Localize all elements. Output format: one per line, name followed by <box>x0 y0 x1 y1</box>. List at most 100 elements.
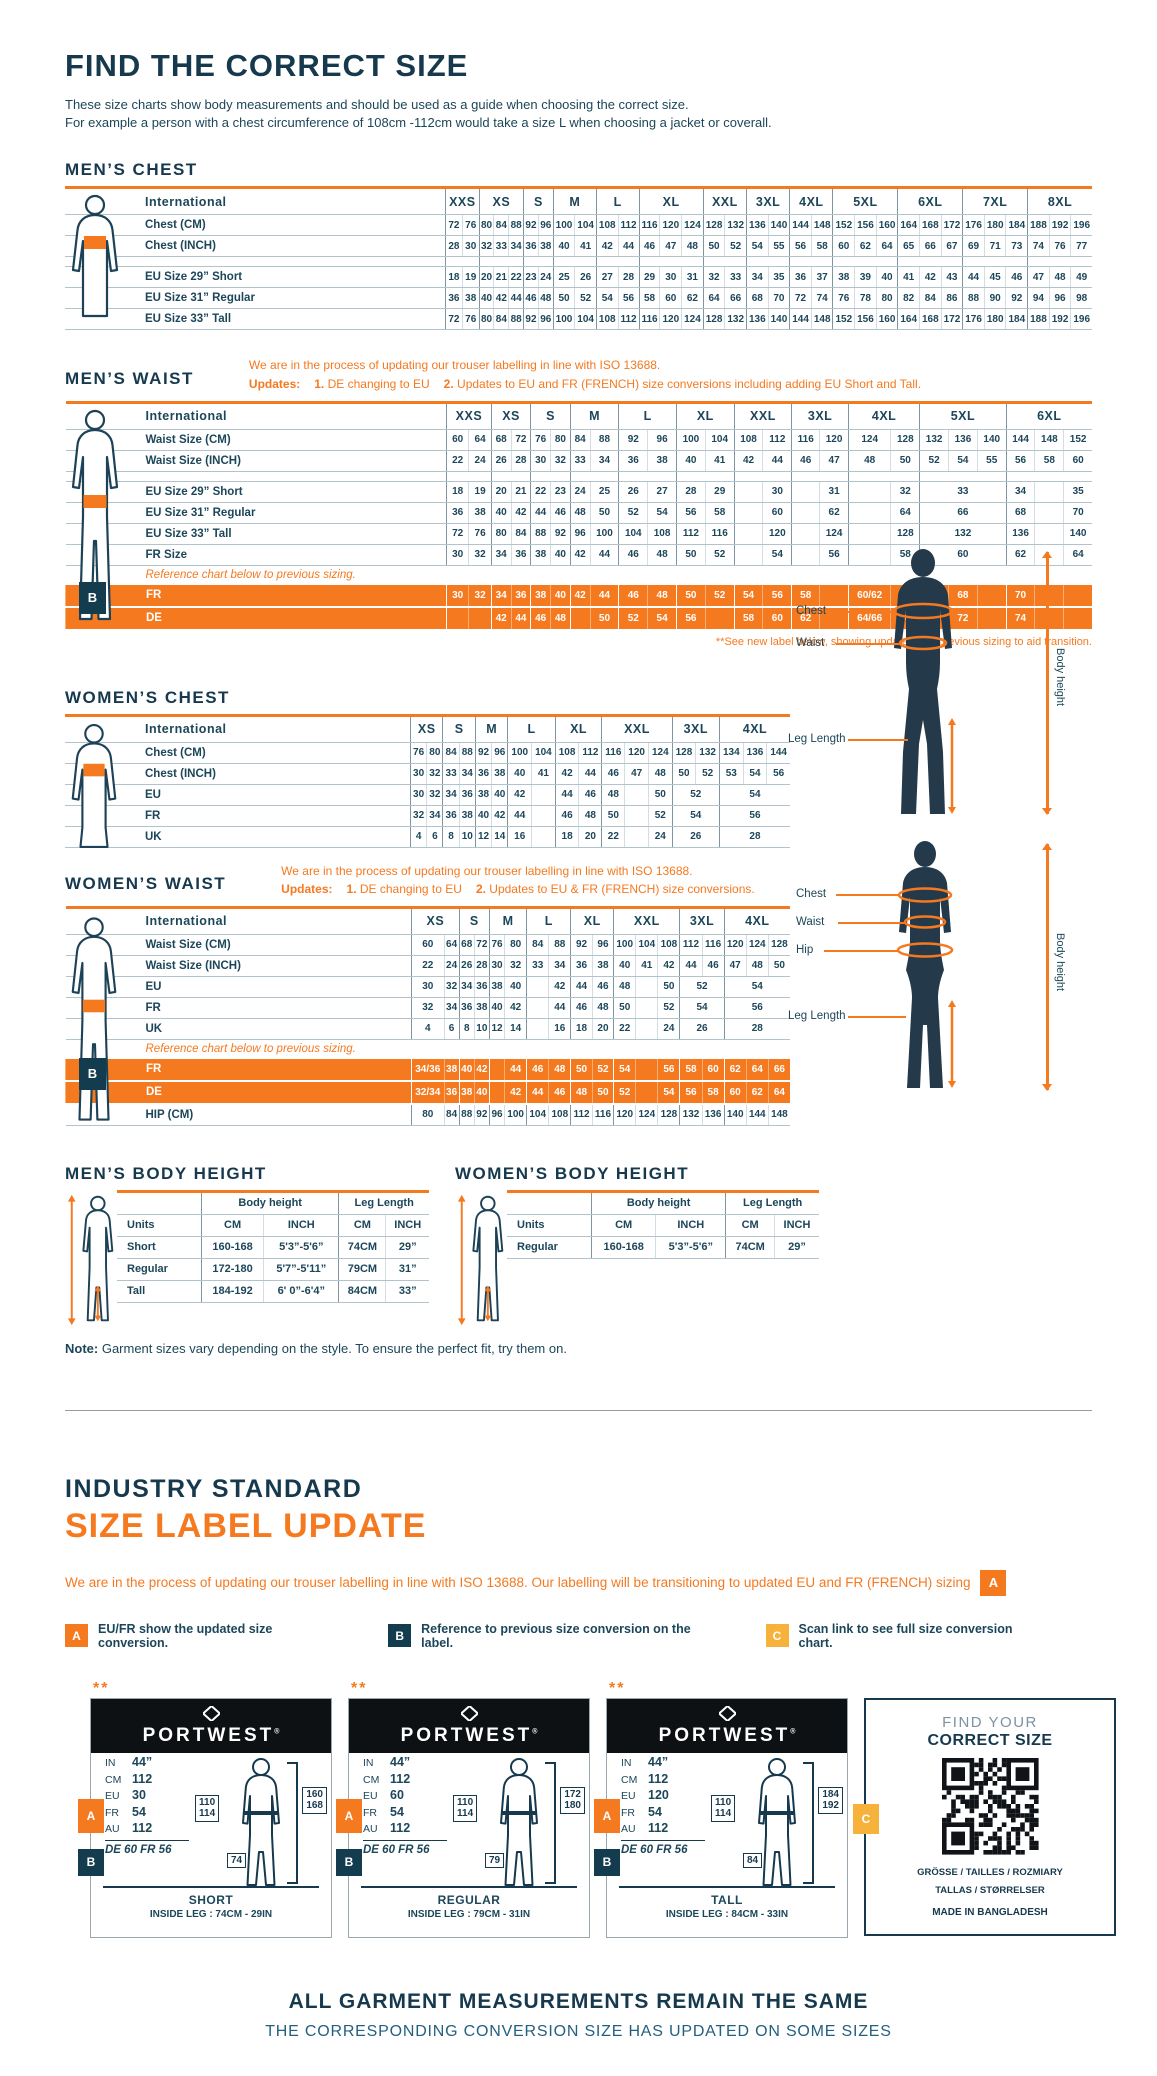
size-value-cell: 188 <box>1027 214 1050 237</box>
size-value-cell: 54 <box>657 1080 680 1105</box>
size-value-cell: 136 <box>701 1103 725 1126</box>
size-value-cell: 38 <box>591 955 614 977</box>
size-value-cell: 54 <box>948 450 978 472</box>
size-value-cell: 40 <box>552 235 575 258</box>
size-value-cell: 60 <box>701 1058 725 1082</box>
size-group-header: 3XL <box>671 715 720 743</box>
size-value-cell: 36 <box>442 805 460 827</box>
size-value-cell: 41 <box>635 955 658 977</box>
size-value-cell: 76 <box>468 523 492 545</box>
size-value: 112 <box>132 1771 153 1786</box>
size-value-cell: 46 <box>548 1080 571 1105</box>
spacer-cell <box>65 471 447 482</box>
size-value-cell: 56 <box>617 287 640 310</box>
size-system-label: EU <box>105 1790 120 1803</box>
size-value-cell: 72 <box>445 214 463 237</box>
size-value-cell: 160 <box>875 214 898 237</box>
size-value-cell: 32 <box>504 955 527 977</box>
size-value-cell: 46 <box>791 450 820 472</box>
size-value-cell <box>526 997 549 1019</box>
fit-label: Short <box>117 1236 202 1259</box>
spacer-cell <box>702 256 747 268</box>
size-value: 54 <box>648 1804 662 1819</box>
unit-header: INCH <box>773 1214 819 1237</box>
size-line: FR 54 <box>363 1805 589 1819</box>
size-value-cell: 22 <box>530 481 551 503</box>
size-row: FR 32 34 36 38 40 42 44 46 48 50 52 54 56 <box>65 997 790 1019</box>
womens-waist-update-note: We are in the process of updating our tr… <box>281 862 755 900</box>
size-value-cell: 82 <box>897 287 920 310</box>
size-value-cell: 34 <box>426 805 443 827</box>
note-text: Garment sizes vary depending on the styl… <box>98 1340 567 1356</box>
size-value-cell: 44 <box>530 502 551 524</box>
size-group-header: XL <box>570 907 614 935</box>
size-value-cell <box>635 1018 658 1040</box>
height-measure-box: 160 168 <box>302 1787 327 1814</box>
size-group-header: L <box>595 187 640 216</box>
waist-measure-box: 110 114 <box>195 1795 220 1822</box>
size-value-cell: 44 <box>508 287 524 310</box>
size-group-header: S <box>530 402 571 430</box>
size-table: International XS S M L XL XXL 3XL 4XL Chest (CM) 7… <box>65 713 790 848</box>
size-value-cell: 76 <box>461 308 480 331</box>
size-value-cell <box>847 523 891 545</box>
spacer-cell <box>1005 471 1092 482</box>
size-value-cell: 21 <box>510 481 531 503</box>
size-value-cell: 46 <box>601 763 625 785</box>
size-value-cell <box>635 1058 658 1082</box>
size-value-cell: 54 <box>745 235 769 258</box>
updates-label: Updates: <box>281 882 333 897</box>
size-value-cell: 42 <box>491 805 508 827</box>
size-value-cell: 32 <box>468 544 492 566</box>
size-value-cell: 30 <box>445 584 469 608</box>
size-value-cell: 24 <box>443 955 460 977</box>
size-value-cell: 92 <box>474 742 492 764</box>
size-value-cell: 46 <box>618 544 648 566</box>
made-in-text: MADE IN BANGLADESH <box>932 1906 1048 1918</box>
table-header-row: International XXS XS S M L XL XXL 3XL 4XL 5XL 6XL <box>65 402 1092 430</box>
size-value: 112 <box>390 1771 411 1786</box>
height-table-units-row: Units CM INCH CM INCH <box>507 1214 819 1237</box>
spacer-cell <box>676 471 735 482</box>
size-value-cell: 50 <box>890 450 920 472</box>
size-value-cell: 69 <box>962 235 985 258</box>
size-line: EU 30 <box>105 1788 331 1802</box>
size-value-cell: 77 <box>1070 235 1092 258</box>
size-value-cell: 56 <box>718 805 790 827</box>
fit-name: REGULAR <box>437 1892 501 1907</box>
size-value-cell: 184 <box>1005 308 1028 331</box>
size-value-cell: 34 <box>443 997 460 1019</box>
size-value-cell: 50 <box>570 1058 593 1082</box>
spacer-cell <box>897 256 963 268</box>
size-value-cell: 50 <box>647 784 673 806</box>
size-value-cell: 60 <box>762 502 792 524</box>
woman-leg-length-label: Leg Length <box>788 1010 846 1022</box>
size-value-cell: 172 <box>940 214 963 237</box>
size-value-cell: 46 <box>591 976 614 998</box>
reference-note: Reference chart below to previous sizing… <box>145 1043 356 1056</box>
size-value-cell: 66 <box>919 502 1007 524</box>
height-top-value: 160 <box>306 1789 323 1801</box>
size-value-cell: 52 <box>618 606 648 631</box>
size-value-cell: 30 <box>461 235 480 258</box>
size-value-cell: 40 <box>491 784 508 806</box>
size-value-cell: 64 <box>875 235 898 258</box>
spacer-cell <box>530 471 571 482</box>
size-value-cell: 38 <box>443 1058 460 1082</box>
size-value-cell: 42 <box>569 544 591 566</box>
size-value-cell: 68 <box>948 584 978 608</box>
size-value-cell: 32 <box>702 266 725 289</box>
size-value-cell: 140 <box>1063 523 1092 545</box>
size-value-cell: 50 <box>552 287 575 310</box>
height-top-value: 172 <box>564 1789 581 1801</box>
womens-chest-table-wrap: International XS S M L XL XXL 3XL 4XL Chest (CM) 7… <box>65 713 790 848</box>
mens-waist-figure-icon <box>71 409 119 620</box>
size-value-cell: 80 <box>504 934 527 956</box>
size-group-header: 4XL <box>789 187 833 216</box>
size-group-header: L <box>526 907 571 935</box>
previous-size-line: DE 60 FR 56 <box>363 1840 447 1856</box>
size-value-cell: 164 <box>897 214 920 237</box>
size-value-cell: 60 <box>832 235 855 258</box>
size-value-cell: 29 <box>704 481 735 503</box>
size-value-cell: 64 <box>702 287 725 310</box>
